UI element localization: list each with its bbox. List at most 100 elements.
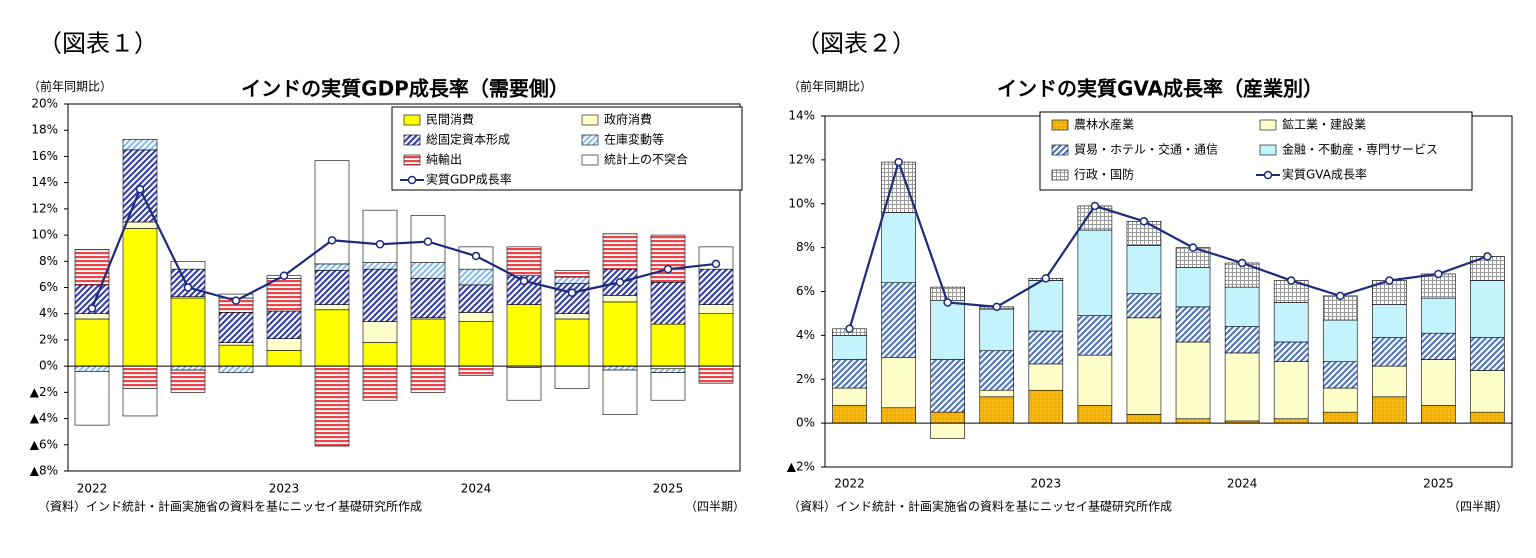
line-marker: [1237, 258, 1247, 268]
y-tick-label: ▲2%: [787, 460, 815, 474]
legend-swatch: [1051, 119, 1069, 131]
bar-segment: [1224, 352, 1260, 422]
line-marker: [1286, 276, 1296, 285]
legend-swatch: [1259, 119, 1277, 131]
bar-segment: [1421, 405, 1456, 424]
legend-swatch: [1051, 144, 1069, 156]
bar-segment: [1372, 365, 1407, 398]
bar-segment: [832, 359, 867, 389]
y-tick-label: 8%: [39, 254, 58, 268]
bar-segment: [698, 304, 734, 315]
y-tick-label: 10%: [788, 196, 815, 210]
bar-segment: [1175, 418, 1211, 424]
line-marker: [1483, 252, 1492, 261]
bar-segment: [266, 338, 302, 351]
bar-segment: [1421, 359, 1456, 406]
bar-segment: [1470, 280, 1505, 338]
y-tick-label: 14%: [31, 175, 58, 189]
y-tick-label: 18%: [31, 123, 58, 137]
bar-segment: [170, 268, 206, 297]
bar-segment: [881, 357, 916, 409]
bar-segment: [122, 228, 158, 367]
bar-segment: [979, 396, 1015, 424]
line-marker: [1434, 269, 1443, 279]
y-tick-label: 12%: [31, 201, 58, 215]
legend-label: 実質GDP成長率: [426, 172, 512, 187]
bar-segment: [410, 318, 446, 367]
bar-segment: [1322, 361, 1358, 389]
y-tick-label: 16%: [31, 149, 58, 163]
y-tick-label: 0%: [39, 359, 58, 373]
bar-segment: [458, 321, 494, 367]
line-marker: [615, 278, 625, 287]
figure-label: （図表２）: [796, 30, 916, 58]
legend-swatch: [403, 154, 421, 166]
legend-label: 農林水産業: [1074, 117, 1134, 132]
legend-label: 在庫変動等: [604, 132, 664, 147]
line-marker: [663, 264, 673, 274]
bar-segment: [1175, 306, 1211, 343]
bar-segment: [362, 262, 398, 270]
bar-segment: [314, 304, 350, 311]
bar-segment: [122, 388, 158, 417]
bar-segment: [602, 295, 638, 303]
x-tick-label: 2024: [461, 482, 492, 496]
bar-segment: [1273, 341, 1309, 362]
bar-segment: [554, 283, 590, 315]
line-marker: [375, 239, 385, 249]
legend-label: 実質GVA成長率: [1282, 167, 1367, 182]
bar-segment: [1273, 418, 1309, 424]
bar-segment: [650, 323, 686, 367]
y-axis-label: （前年同期比）: [788, 79, 872, 94]
bar-segment: [1273, 361, 1309, 420]
bar-segment: [650, 234, 686, 283]
line-marker: [519, 276, 529, 286]
bar-segment: [1322, 319, 1358, 362]
line-marker: [423, 237, 433, 246]
bar-segment: [1224, 326, 1260, 354]
y-tick-label: 14%: [788, 109, 815, 123]
legend-swatch: [581, 154, 599, 166]
bar-segment: [218, 342, 254, 346]
line-marker: [183, 283, 193, 292]
y-tick-label: 6%: [796, 284, 815, 298]
bar-segment: [1077, 315, 1113, 356]
bar-segment: [1028, 330, 1064, 365]
line-marker: [711, 259, 721, 269]
line-marker: [279, 271, 289, 280]
y-tick-label: 2%: [796, 372, 815, 386]
bar-segment: [362, 321, 398, 343]
bar-segment: [1028, 389, 1064, 424]
bar-segment: [979, 308, 1015, 352]
x-tick-label: 2023: [269, 482, 300, 496]
figure-label: （図表１）: [38, 30, 158, 58]
source-note: （資料）インド統計・計画実施省の資料を基にニッセイ基礎研究所作成: [38, 499, 422, 514]
bar-segment: [1421, 297, 1456, 334]
bar-segment: [1175, 341, 1211, 420]
bar-segment: [458, 284, 494, 313]
bar-segment: [74, 371, 110, 426]
y-tick-label: 2%: [39, 332, 58, 346]
bar-segment: [930, 411, 965, 424]
bar-segment: [218, 344, 254, 367]
bar-segment: [74, 365, 110, 372]
bar-segment: [602, 301, 638, 367]
bar-segment: [122, 139, 158, 151]
bar-segment: [362, 342, 398, 367]
bar-segment: [362, 268, 398, 322]
bar-segment: [832, 387, 867, 406]
legend-label: 鉱工業・建設業: [1282, 117, 1366, 132]
line-marker: [1090, 201, 1100, 211]
legend-swatch: [1051, 169, 1069, 181]
bar-segment: [554, 313, 590, 320]
legend-swatch: [403, 134, 421, 146]
bar-segment: [1077, 405, 1113, 424]
y-tick-label: 8%: [796, 240, 815, 254]
y-tick-label: ▲2%: [30, 385, 58, 399]
line-marker: [1336, 291, 1345, 301]
bar-segment: [170, 369, 206, 393]
bar-segment: [1126, 414, 1162, 424]
bar-segment: [314, 309, 350, 367]
bar-segment: [1470, 411, 1505, 424]
x-tick-label: 2024: [1227, 477, 1258, 491]
